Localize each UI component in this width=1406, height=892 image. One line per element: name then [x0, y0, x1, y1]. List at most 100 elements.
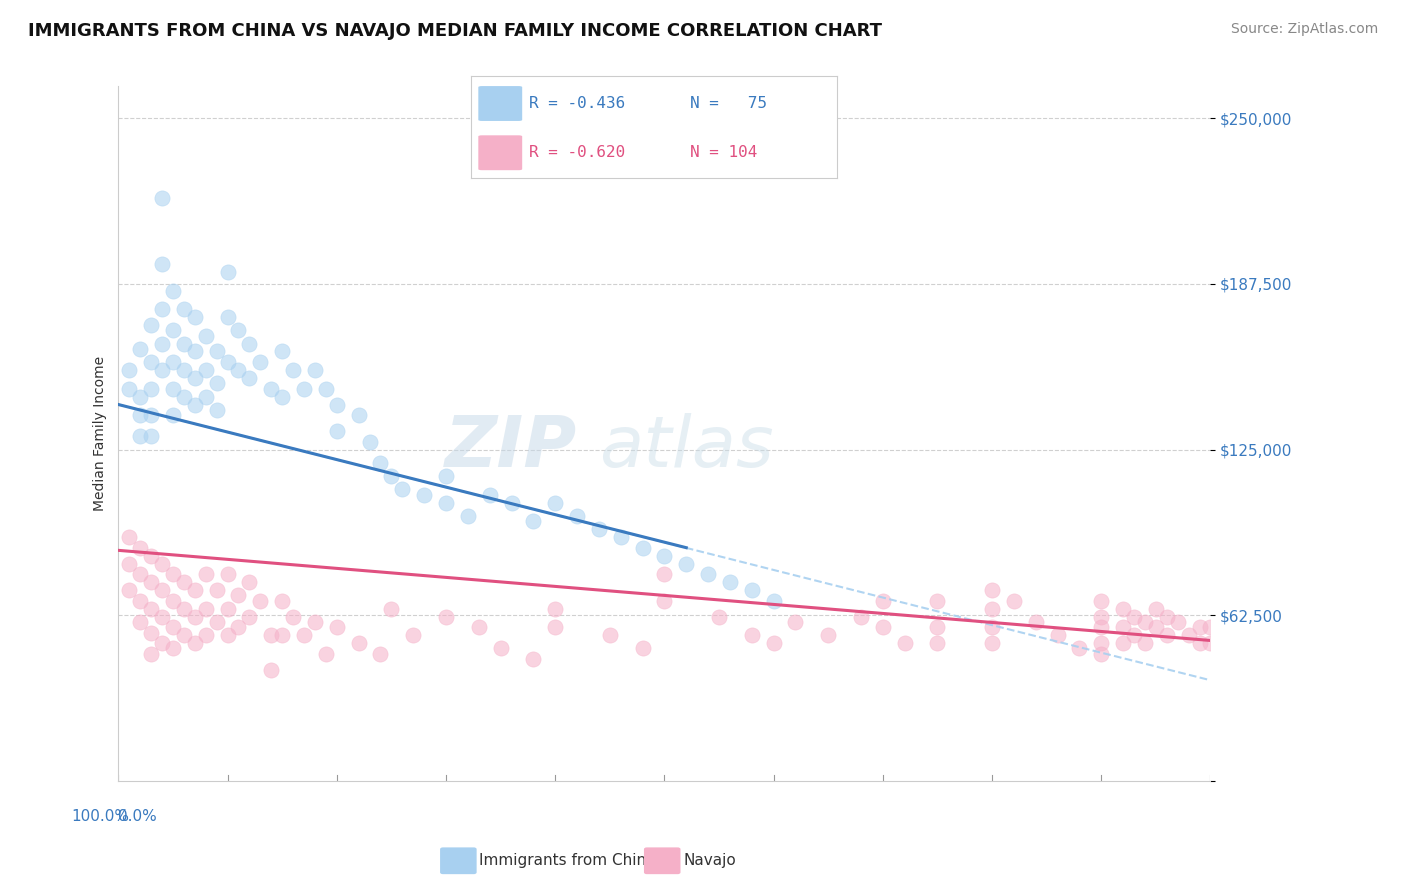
Point — [271, 593, 294, 607]
Point — [1090, 620, 1112, 634]
Point — [544, 495, 567, 509]
Point — [326, 397, 349, 411]
Text: Immigrants from China: Immigrants from China — [479, 854, 657, 868]
Point — [150, 336, 173, 351]
Point — [150, 191, 173, 205]
Point — [893, 636, 915, 650]
Point — [762, 636, 785, 650]
Point — [249, 593, 271, 607]
Text: IMMIGRANTS FROM CHINA VS NAVAJO MEDIAN FAMILY INCOME CORRELATION CHART: IMMIGRANTS FROM CHINA VS NAVAJO MEDIAN F… — [28, 22, 882, 40]
Point — [544, 601, 567, 615]
Point — [1090, 593, 1112, 607]
Point — [1199, 620, 1222, 634]
Text: Navajo: Navajo — [683, 854, 737, 868]
Point — [150, 609, 173, 624]
Point — [184, 371, 207, 385]
Point — [162, 593, 184, 607]
Point — [217, 567, 239, 582]
Point — [260, 663, 283, 677]
Point — [292, 382, 315, 396]
Point — [129, 429, 152, 443]
Point — [370, 456, 392, 470]
Point — [1123, 628, 1146, 642]
Point — [139, 408, 162, 422]
Point — [413, 488, 436, 502]
Point — [129, 408, 152, 422]
Point — [150, 557, 173, 571]
FancyBboxPatch shape — [478, 136, 522, 170]
Point — [468, 620, 491, 634]
Point — [194, 567, 217, 582]
Point — [718, 575, 741, 590]
Point — [238, 575, 260, 590]
Point — [194, 363, 217, 377]
Point — [118, 583, 141, 598]
Point — [631, 641, 654, 656]
Point — [1156, 628, 1178, 642]
Point — [217, 628, 239, 642]
Point — [139, 575, 162, 590]
Point — [588, 522, 610, 536]
Point — [1188, 636, 1211, 650]
Point — [173, 390, 195, 404]
Point — [184, 310, 207, 324]
Point — [217, 355, 239, 369]
Point — [609, 530, 631, 544]
Point — [292, 628, 315, 642]
Point — [654, 593, 676, 607]
Point — [1133, 615, 1156, 629]
Point — [184, 344, 207, 359]
Text: Source: ZipAtlas.com: Source: ZipAtlas.com — [1230, 22, 1378, 37]
Point — [150, 301, 173, 316]
Point — [139, 625, 162, 640]
Point — [281, 609, 304, 624]
Point — [194, 390, 217, 404]
Point — [129, 342, 152, 356]
Point — [1156, 609, 1178, 624]
Point — [981, 601, 1004, 615]
Point — [1090, 609, 1112, 624]
Point — [326, 424, 349, 438]
Point — [1199, 636, 1222, 650]
Point — [184, 636, 207, 650]
Point — [599, 628, 621, 642]
Point — [129, 593, 152, 607]
Point — [228, 589, 250, 603]
Text: atlas: atlas — [599, 413, 773, 482]
Point — [762, 593, 785, 607]
Point — [741, 583, 763, 598]
Y-axis label: Median Family Income: Median Family Income — [93, 356, 107, 511]
Point — [173, 336, 195, 351]
Point — [228, 363, 250, 377]
Point — [162, 284, 184, 298]
Point — [129, 390, 152, 404]
Point — [565, 508, 588, 523]
Point — [162, 620, 184, 634]
Point — [173, 575, 195, 590]
Text: ZIP: ZIP — [444, 413, 576, 482]
Point — [150, 636, 173, 650]
Point — [1177, 628, 1199, 642]
Point — [478, 488, 501, 502]
Point — [544, 620, 567, 634]
Point — [139, 549, 162, 563]
Point — [1112, 601, 1135, 615]
Point — [271, 390, 294, 404]
Point — [249, 355, 271, 369]
Point — [981, 620, 1004, 634]
Point — [347, 636, 370, 650]
Point — [872, 620, 894, 634]
Point — [205, 344, 228, 359]
Point — [162, 567, 184, 582]
Point — [205, 583, 228, 598]
Point — [654, 567, 676, 582]
Point — [173, 363, 195, 377]
Point — [1112, 620, 1135, 634]
Point — [150, 363, 173, 377]
Point — [139, 601, 162, 615]
Point — [315, 382, 337, 396]
Point — [675, 557, 697, 571]
Text: N =   75: N = 75 — [690, 96, 768, 111]
Point — [118, 557, 141, 571]
Point — [359, 434, 381, 449]
